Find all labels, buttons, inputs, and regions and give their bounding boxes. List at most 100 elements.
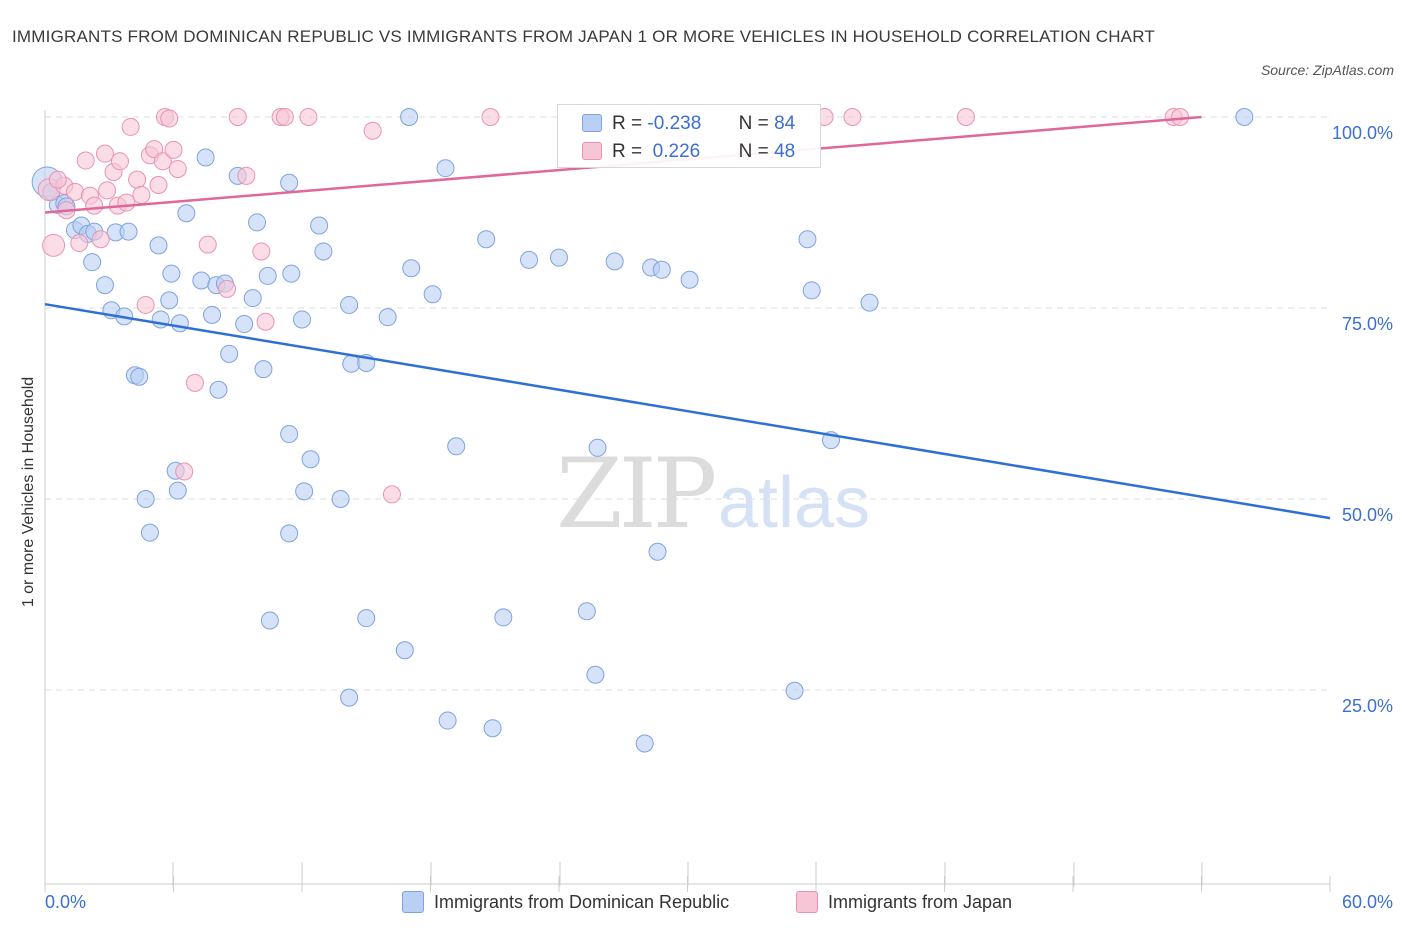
x-axis-ticks (44, 862, 1331, 892)
dominican-point (162, 264, 181, 283)
japan-point (256, 312, 275, 331)
dominican-point (282, 264, 301, 283)
dominican-point (295, 482, 314, 501)
japan-point (153, 152, 172, 171)
dominican-point (402, 259, 421, 278)
dominican-point (301, 450, 320, 469)
legend-swatch-blue (582, 114, 602, 132)
x-tick-labels: 0.0% 60.0% (45, 892, 1393, 912)
japan-point (481, 108, 500, 126)
dominican-point (342, 354, 361, 373)
japan-point (275, 108, 294, 126)
japan-point (48, 170, 67, 189)
n-label: N = (738, 141, 769, 162)
bottom-legend-dominican[interactable]: Immigrants from Dominican Republic (402, 889, 729, 915)
dominican-point (438, 711, 457, 730)
dominican-point (400, 108, 419, 126)
dominican-point (798, 230, 817, 249)
japan-point (76, 151, 95, 170)
legend-row-dominican: R = -0.238 N = 84 (582, 113, 795, 135)
japan-point (956, 108, 975, 126)
dominican-point (140, 523, 159, 542)
n-value: 84 (774, 113, 796, 134)
gridlines (45, 116, 1330, 691)
japan-point (132, 185, 151, 204)
japan-point (98, 181, 117, 200)
japan-point (237, 166, 256, 185)
dominican-point (340, 688, 359, 707)
japan-point (110, 152, 129, 171)
y-tick-label: 25.0% (1342, 696, 1393, 716)
dominican-point (395, 641, 414, 660)
n-value: 48 (774, 141, 796, 162)
legend-swatch-pink (582, 142, 602, 160)
dominican-point (209, 380, 228, 399)
y-tick-label: 100.0% (1332, 123, 1393, 143)
dominican-point (119, 222, 138, 241)
watermark-atlas: atlas (718, 463, 870, 543)
japan-point (136, 295, 155, 314)
dominican-point (860, 293, 879, 312)
dominican-point (310, 216, 329, 235)
y-axis-label: 1 or more Vehicles in Household (20, 376, 37, 608)
dominican-point (357, 609, 376, 628)
dominican-point (436, 159, 455, 178)
japan-point (363, 121, 382, 140)
japan-point (95, 144, 114, 163)
dominican-point (423, 285, 442, 304)
dominican-point (635, 734, 654, 753)
y-tick-label: 75.0% (1342, 314, 1393, 334)
dominican-point (280, 425, 299, 444)
japan-point (185, 373, 204, 392)
japan-point (160, 109, 179, 128)
dominican-point (586, 665, 605, 684)
dominican-point (130, 367, 149, 386)
japan-point (228, 108, 247, 126)
dominican-point (648, 542, 667, 561)
japan-point (164, 140, 183, 159)
japan-point (149, 175, 168, 194)
dominican-point (293, 310, 311, 329)
legend-row-japan: R = 0.226 N = 48 (582, 141, 795, 163)
japan-point (85, 196, 104, 215)
japan-point (91, 230, 110, 249)
japan-point (843, 108, 862, 126)
japan-point (121, 117, 140, 136)
watermark-zip: ZIP (556, 438, 715, 550)
dominican-point (447, 437, 466, 456)
dominican-point (235, 315, 254, 334)
stats-legend: R = -0.238 N = 84 R = 0.226 N = 48 (557, 104, 821, 168)
dominican-point (168, 481, 187, 500)
dominican-point (605, 252, 624, 271)
legend-swatch-blue (402, 891, 424, 913)
dominican-point (220, 344, 239, 363)
dominican-point (260, 611, 279, 630)
dominican-point (149, 236, 168, 255)
japan-point (145, 140, 164, 159)
y-tick-labels: 25.0% 50.0% 75.0% 100.0% (1332, 123, 1393, 716)
japan-point (1171, 108, 1190, 126)
dominican-point (680, 270, 699, 289)
dominican-point (577, 602, 596, 621)
watermark: ZIP atlas (556, 438, 870, 550)
legend-swatch-pink (796, 891, 818, 913)
japan-point (198, 235, 217, 254)
japan-point (117, 193, 136, 212)
japan-point (70, 234, 89, 253)
dominican-point (203, 305, 222, 324)
dominican-trendline (44, 302, 1331, 520)
dominican-point (254, 360, 273, 379)
japan-point (65, 182, 84, 201)
r-label: R = (612, 141, 643, 162)
bottom-legend-japan[interactable]: Immigrants from Japan (796, 889, 1012, 915)
dominican-point (280, 524, 299, 543)
x-tick-label: 60.0% (1342, 892, 1393, 912)
n-label: N = (738, 113, 769, 134)
dominican-point (520, 250, 539, 269)
dominican-point (248, 213, 267, 232)
series-dominican-points (31, 108, 1254, 753)
y-tick-label: 50.0% (1342, 505, 1393, 525)
japan-point (252, 242, 271, 261)
dominican-point (494, 608, 513, 627)
japan-point (175, 462, 194, 481)
